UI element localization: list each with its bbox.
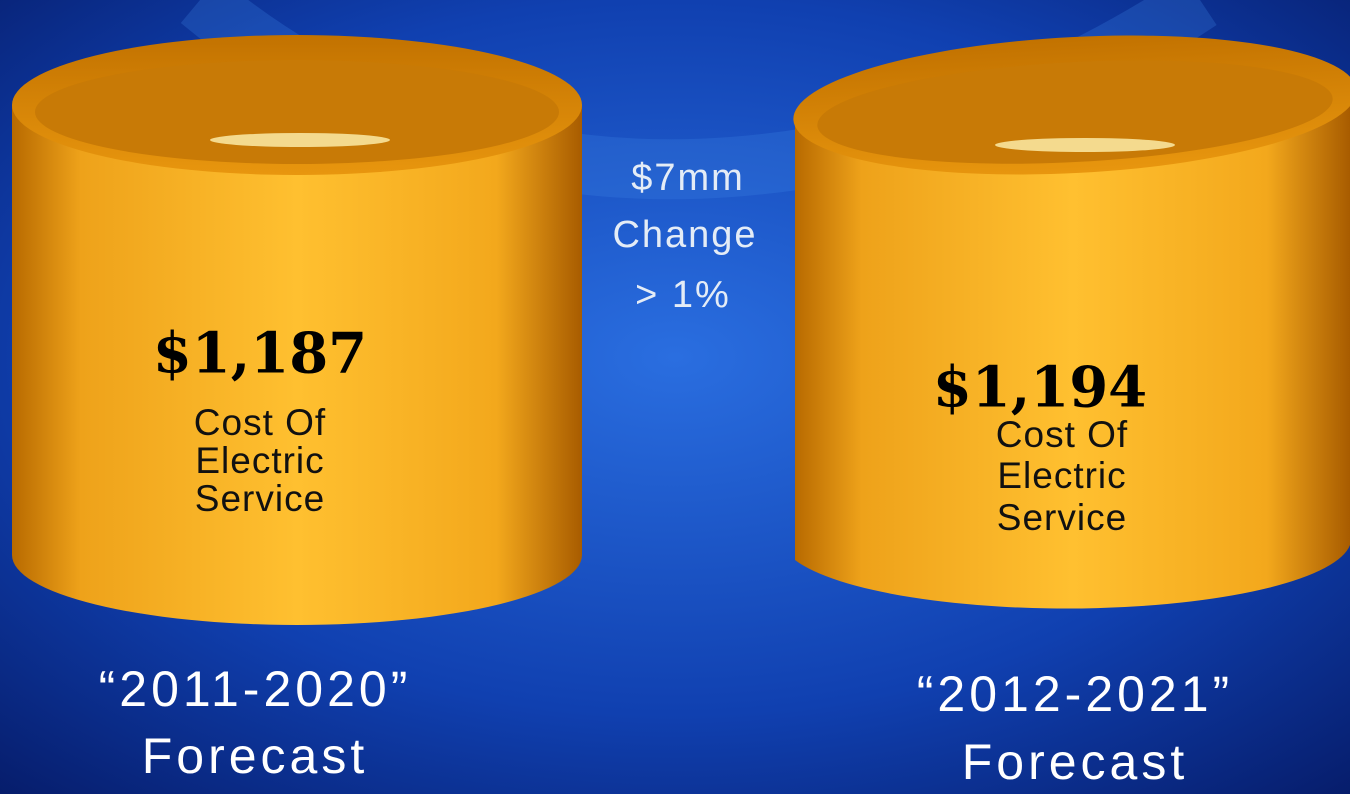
amount: $1,187 bbox=[153, 321, 367, 387]
caption: Forecast bbox=[142, 728, 369, 784]
description-line: Electric bbox=[195, 440, 324, 481]
description-line: Cost Of bbox=[996, 414, 1128, 455]
highlight bbox=[210, 133, 390, 147]
highlight bbox=[995, 138, 1175, 152]
description-line: Service bbox=[997, 497, 1127, 538]
slide: $1,187 Cost Of Electric Service $1,194 C… bbox=[0, 0, 1350, 794]
change-line: $7mm bbox=[631, 157, 745, 199]
period: “2011-2020” bbox=[99, 661, 412, 717]
description-line: Cost Of bbox=[194, 402, 326, 443]
description-line: Electric bbox=[997, 455, 1126, 496]
change-line: Change bbox=[612, 214, 757, 256]
description-line: Service bbox=[195, 478, 325, 519]
amount: $1,194 bbox=[933, 355, 1147, 421]
change-line: > 1% bbox=[635, 274, 731, 316]
period: “2012-2021” bbox=[917, 666, 1233, 722]
caption: Forecast bbox=[962, 734, 1189, 790]
cylinder-rim bbox=[35, 60, 559, 164]
